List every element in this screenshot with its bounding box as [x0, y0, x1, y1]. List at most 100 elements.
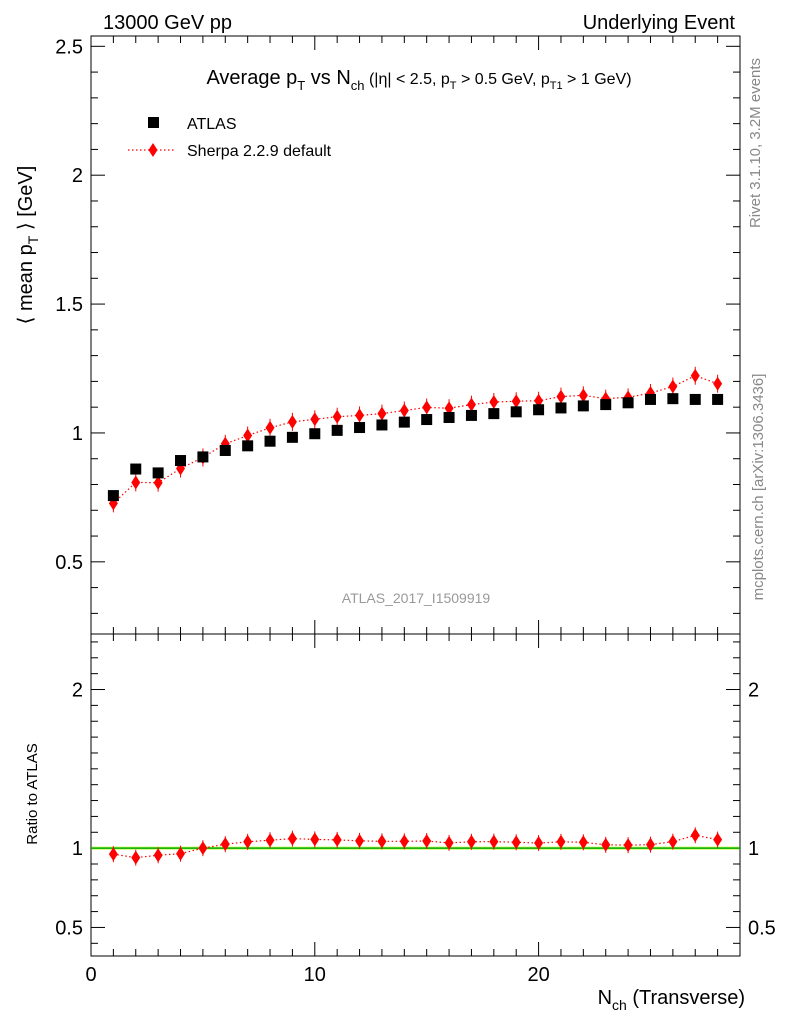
- atlas-point: [286, 431, 298, 443]
- plot-title: Average pT vs Nch (|η| < 2.5, pT > 0.5 G…: [206, 67, 631, 93]
- atlas-point: [465, 409, 477, 421]
- sherpa-point: [511, 394, 521, 409]
- atlas-point: [622, 397, 634, 409]
- sherpa-point: [489, 395, 499, 410]
- atlas-point: [712, 393, 724, 405]
- ratio-point: [623, 838, 633, 853]
- ratio-point: [243, 834, 253, 849]
- atlas-point: [667, 393, 679, 405]
- atlas-point: [107, 490, 119, 502]
- ratio-point: [534, 836, 544, 851]
- y-tick-label: 1.5: [55, 294, 83, 316]
- x-tick-label: 0: [85, 964, 96, 986]
- atlas-point: [242, 440, 254, 452]
- ratio-point: [668, 834, 678, 849]
- atlas-point: [219, 444, 231, 456]
- y-tick-label: 0.5: [55, 552, 83, 574]
- ratio-y-tick-label: 1: [72, 838, 83, 860]
- ratio-point: [690, 828, 700, 843]
- x-axis-ticks: 0 10 20: [85, 36, 741, 986]
- atlas-point: [421, 414, 433, 426]
- ratio-point: [511, 835, 521, 850]
- sherpa-point: [287, 414, 297, 429]
- legend-label-sherpa: Sherpa 2.2.9 default: [187, 143, 332, 160]
- atlas-point: [354, 422, 366, 434]
- ratio-point: [287, 831, 297, 846]
- x-axis-label: Nch (Transverse): [598, 987, 745, 1013]
- sherpa-point: [355, 408, 365, 423]
- ratio-point: [332, 832, 342, 847]
- ratio-point: [220, 837, 230, 852]
- sherpa-point: [690, 368, 700, 383]
- atlas-point: [644, 393, 656, 405]
- sherpa-point: [377, 406, 387, 421]
- ratio-point: [578, 835, 588, 850]
- ratio-axis-ticks: 0.5 0.5 1 1 2 2: [55, 641, 776, 944]
- atlas-point: [197, 451, 209, 463]
- ratio-point: [489, 834, 499, 849]
- mcplots-label: mcplots.cern.ch [arXiv:1306.3436]: [750, 374, 767, 601]
- ratio-y-tick-label-right: 0.5: [748, 917, 776, 939]
- sherpa-series: [108, 366, 723, 513]
- ratio-y-axis-label: Ratio to ATLAS: [24, 743, 41, 844]
- ratio-point: [153, 848, 163, 863]
- sherpa-point: [131, 475, 141, 490]
- sherpa-point: [422, 400, 432, 415]
- ratio-point: [556, 834, 566, 849]
- ratio-point: [198, 841, 208, 856]
- ratio-plot-frame: [90, 633, 741, 957]
- atlas-point: [331, 424, 343, 436]
- sherpa-point: [534, 393, 544, 408]
- sherpa-point: [466, 397, 476, 412]
- atlas-point: [152, 467, 164, 479]
- ratio-y-tick-label-right: 1: [748, 838, 759, 860]
- sherpa-point: [444, 401, 454, 416]
- ratio-point: [422, 834, 432, 848]
- y-tick-label: 2.5: [55, 36, 83, 58]
- ratio-point: [131, 850, 141, 865]
- sherpa-point: [265, 420, 275, 435]
- y-tick-label: 2: [72, 165, 83, 187]
- ratio-y-tick-label: 0.5: [55, 917, 83, 939]
- sherpa-point: [713, 376, 723, 391]
- rivet-version-label: Rivet 3.1.10, 3.2M events: [747, 58, 764, 228]
- atlas-point: [309, 428, 321, 440]
- atlas-point: [533, 404, 545, 416]
- sherpa-point: [310, 412, 320, 427]
- sherpa-point: [668, 379, 678, 394]
- y-axis-label: ⟨ mean pT ⟩ [GeV]: [15, 166, 41, 325]
- ratio-point: [645, 837, 655, 852]
- atlas-point: [600, 399, 612, 411]
- atlas-point: [689, 393, 701, 405]
- ratio-point: [265, 833, 275, 848]
- atlas-point: [130, 463, 142, 475]
- legend-label-atlas: ATLAS: [187, 116, 237, 133]
- ratio-series: [108, 827, 723, 866]
- main-axis-ticks: 0.5 1 1.5 2 2.5: [55, 36, 740, 614]
- sherpa-point: [556, 389, 566, 404]
- header-left: 13000 GeV pp: [103, 12, 232, 34]
- atlas-point: [577, 400, 589, 412]
- ratio-y-tick-label: 2: [72, 680, 83, 702]
- atlas-point: [264, 435, 276, 447]
- ratio-point: [601, 837, 611, 852]
- legend: ATLAS Sherpa 2.2.9 default: [128, 116, 332, 160]
- ratio-y-tick-label-right: 2: [748, 680, 759, 702]
- header-right: Underlying Event: [583, 12, 736, 34]
- analysis-watermark: ATLAS_2017_I1509919: [342, 590, 491, 606]
- atlas-point: [398, 416, 410, 428]
- x-tick-label: 10: [304, 964, 326, 986]
- sherpa-point: [399, 403, 409, 418]
- sherpa-line: [112, 375, 718, 504]
- atlas-point: [443, 411, 455, 423]
- sherpa-point: [243, 428, 253, 443]
- ratio-point: [444, 835, 454, 850]
- sherpa-point: [578, 388, 588, 403]
- ratio-point: [355, 833, 365, 848]
- ratio-point: [108, 847, 118, 862]
- atlas-point: [488, 408, 500, 420]
- ratio-point: [176, 846, 186, 861]
- x-tick-label: 20: [527, 964, 549, 986]
- sherpa-point: [332, 409, 342, 424]
